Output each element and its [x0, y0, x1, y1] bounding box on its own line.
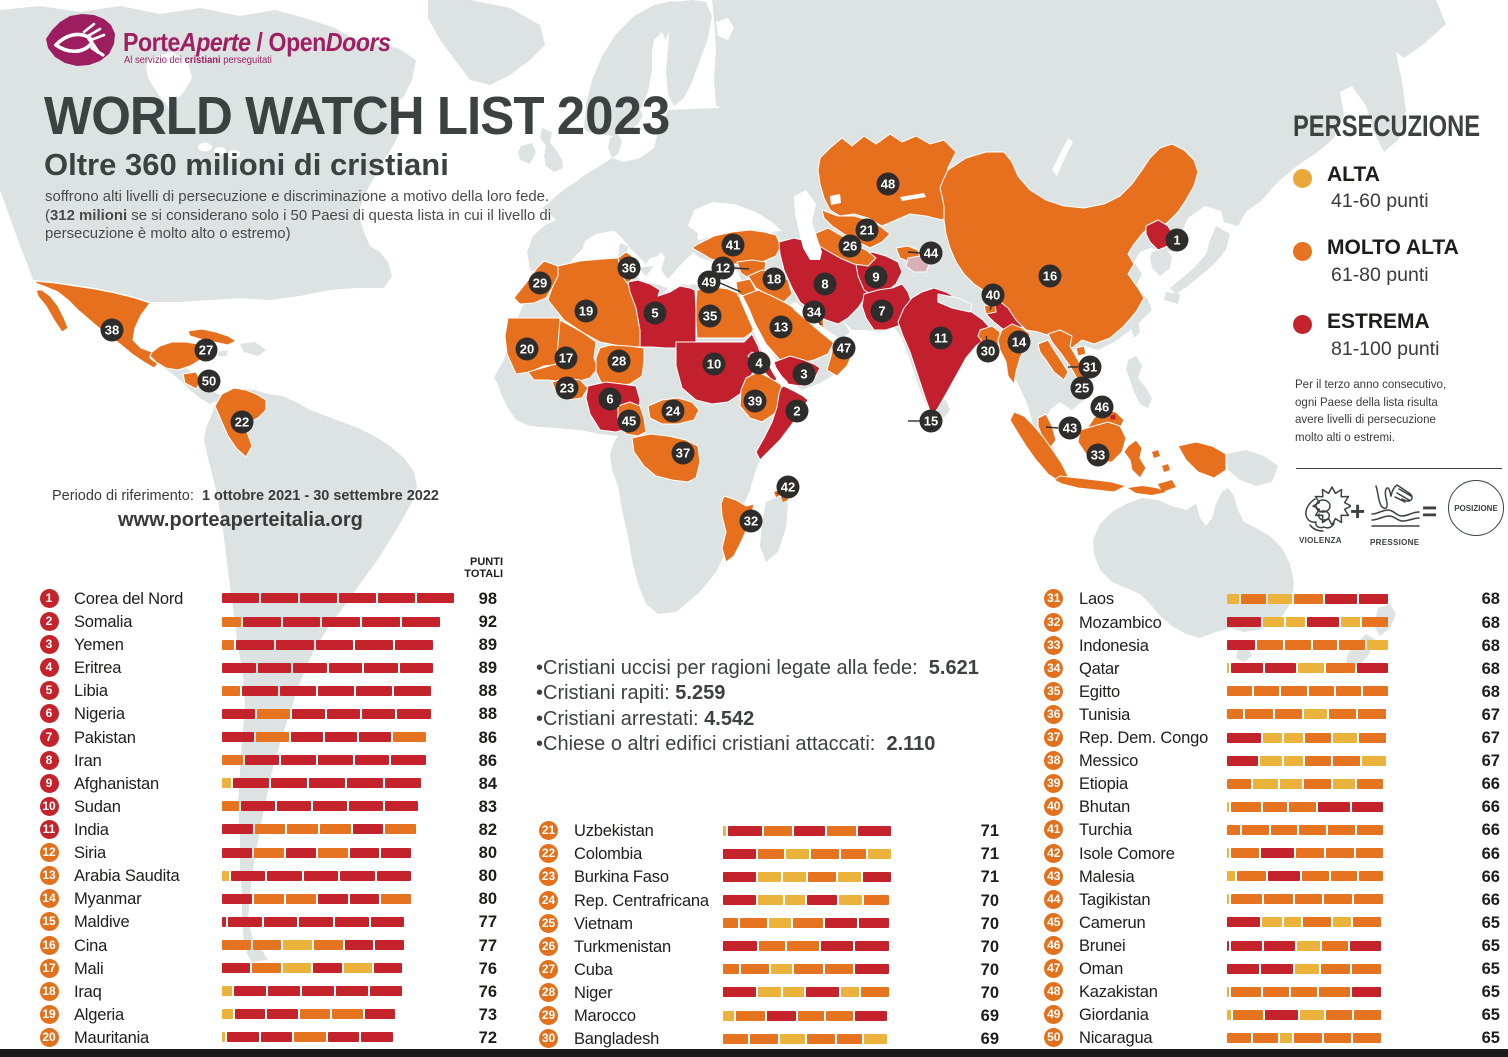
svg-text:48: 48 — [881, 177, 895, 192]
svg-text:12: 12 — [716, 261, 730, 276]
svg-text:3: 3 — [800, 367, 807, 382]
svg-text:25: 25 — [1075, 381, 1089, 396]
svg-text:41: 41 — [726, 238, 740, 253]
svg-text:13: 13 — [774, 320, 788, 335]
svg-text:11: 11 — [934, 331, 948, 346]
svg-text:44: 44 — [924, 246, 939, 261]
svg-text:6: 6 — [606, 392, 613, 407]
svg-text:26: 26 — [843, 239, 857, 254]
svg-text:29: 29 — [533, 276, 547, 291]
svg-text:38: 38 — [105, 323, 119, 338]
svg-text:9: 9 — [872, 270, 879, 285]
svg-text:7: 7 — [878, 304, 885, 319]
svg-text:21: 21 — [860, 223, 874, 238]
svg-text:15: 15 — [924, 414, 938, 429]
svg-text:8: 8 — [821, 277, 828, 292]
svg-text:28: 28 — [612, 354, 626, 369]
svg-text:36: 36 — [622, 261, 636, 276]
svg-text:34: 34 — [807, 305, 822, 320]
svg-text:2: 2 — [793, 404, 800, 419]
svg-text:14: 14 — [1012, 335, 1027, 350]
svg-text:35: 35 — [703, 309, 717, 324]
svg-text:19: 19 — [579, 304, 593, 319]
svg-text:22: 22 — [235, 415, 249, 430]
svg-text:32: 32 — [744, 514, 758, 529]
svg-text:30: 30 — [981, 344, 995, 359]
svg-text:10: 10 — [707, 357, 721, 372]
svg-text:31: 31 — [1083, 360, 1097, 375]
svg-text:45: 45 — [622, 414, 636, 429]
svg-text:1: 1 — [1173, 233, 1180, 248]
svg-text:33: 33 — [1091, 448, 1105, 463]
svg-text:23: 23 — [560, 381, 574, 396]
svg-text:46: 46 — [1095, 400, 1109, 415]
svg-text:18: 18 — [767, 272, 781, 287]
svg-text:42: 42 — [781, 480, 795, 495]
svg-text:37: 37 — [676, 446, 690, 461]
svg-text:39: 39 — [748, 394, 762, 409]
svg-text:16: 16 — [1043, 269, 1057, 284]
svg-text:49: 49 — [702, 275, 716, 290]
svg-text:24: 24 — [666, 404, 681, 419]
svg-text:47: 47 — [837, 341, 851, 356]
svg-text:40: 40 — [986, 288, 1000, 303]
svg-text:50: 50 — [202, 374, 216, 389]
svg-text:20: 20 — [520, 342, 534, 357]
svg-text:4: 4 — [755, 356, 763, 371]
svg-text:17: 17 — [559, 351, 573, 366]
svg-text:27: 27 — [199, 343, 213, 358]
svg-text:5: 5 — [651, 306, 658, 321]
svg-text:43: 43 — [1063, 421, 1077, 436]
